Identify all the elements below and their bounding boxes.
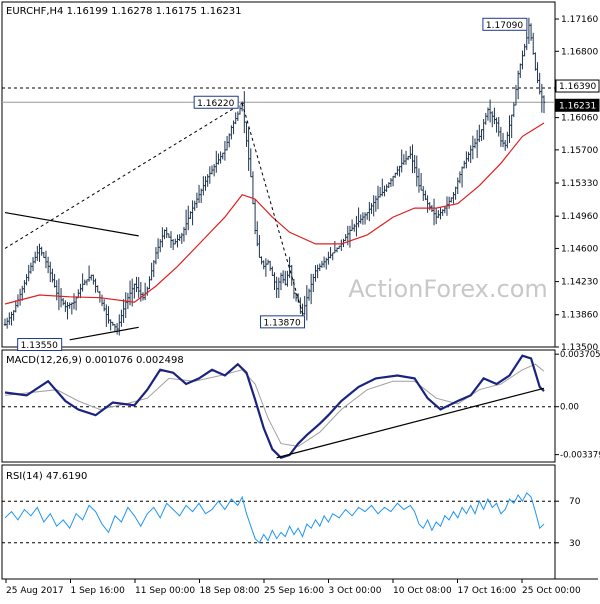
price-label: 1.13550 — [21, 341, 58, 351]
macd-trendline — [276, 387, 545, 459]
rsi-header: RSI(14) 47.6190 — [6, 471, 87, 482]
dashed-projection-line — [4, 102, 243, 249]
y-tick-label: 1.16800 — [561, 47, 598, 57]
y-tick-label: 1.17160 — [561, 15, 598, 25]
rsi-y-tick-label: 70 — [569, 497, 581, 507]
macd-header: MACD(12,26,9) 0.001076 0.002498 — [6, 355, 184, 366]
price-label: 1.16220 — [197, 99, 234, 109]
dashed-projection-line — [241, 103, 304, 314]
y-tick-label: 1.16060 — [561, 114, 598, 124]
watermark: ActionForex.com — [348, 275, 548, 303]
price-label-box — [482, 17, 528, 31]
price-label-box — [193, 95, 239, 109]
price-label-box — [17, 338, 63, 352]
price-label: 1.17090 — [486, 21, 523, 31]
x-tick-label: 10 Oct 08:00 — [393, 586, 452, 596]
y-tick-label: 1.15700 — [561, 146, 598, 156]
x-tick-label: 18 Sep 08:00 — [200, 586, 260, 596]
x-tick-label: 25 Sep 16:00 — [264, 586, 324, 596]
trendline — [4, 211, 139, 237]
x-tick-label: 25 Aug 2017 — [6, 586, 64, 596]
trendline — [69, 326, 139, 341]
rsi-y-tick-label: 30 — [569, 539, 581, 549]
rsi-line — [4, 492, 545, 544]
x-tick-label: 3 Oct 00:00 — [329, 586, 382, 596]
macd-line — [4, 354, 545, 459]
y-tick-label: 1.14600 — [561, 244, 598, 254]
x-tick-label: 25 Oct 00:00 — [522, 586, 581, 596]
price-label-box — [260, 315, 306, 329]
y-tick-label: 1.14960 — [561, 212, 598, 222]
price-tag-box — [555, 98, 600, 112]
x-tick-label: 17 Oct 16:00 — [458, 586, 517, 596]
x-tick-label: 11 Sep 00:00 — [135, 586, 195, 596]
main-chart-header: EURCHF,H4 1.16199 1.16278 1.16175 1.1623… — [6, 6, 242, 17]
x-tick-label: 1 Sep 16:00 — [71, 586, 126, 596]
price-tag-label: 1.16231 — [559, 101, 596, 111]
price-label: 1.13870 — [264, 318, 301, 328]
y-tick-label: 1.13860 — [561, 311, 598, 321]
y-tick-label: 1.14230 — [561, 278, 598, 288]
price-tag-label: 1.16390 — [559, 82, 596, 92]
macd-panel-frame — [1, 349, 556, 463]
macd-y-tick-label: -0.003379 — [560, 451, 600, 461]
macd-y-tick-label: 0.00 — [560, 403, 579, 413]
y-tick-label: 1.13500 — [561, 343, 598, 353]
macd-y-tick-label: 0.003705 — [560, 350, 600, 360]
main-panel-frame — [1, 1, 556, 348]
y-tick-label: 1.15330 — [561, 179, 598, 189]
moving-average-line — [4, 122, 545, 305]
price-tag-box — [555, 79, 600, 93]
